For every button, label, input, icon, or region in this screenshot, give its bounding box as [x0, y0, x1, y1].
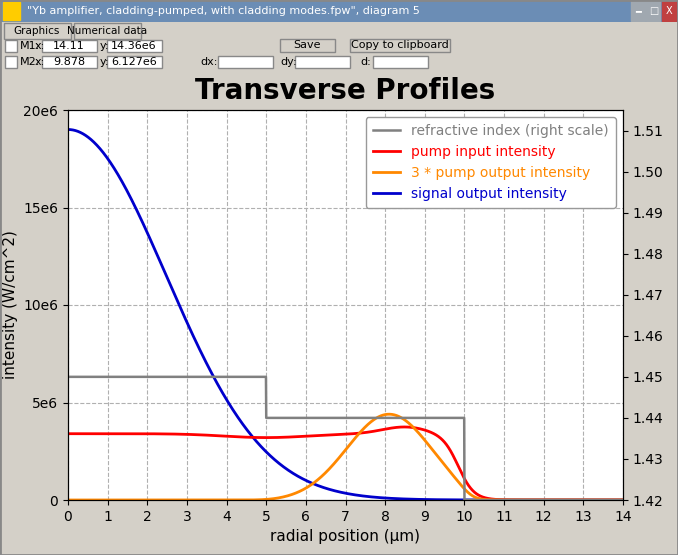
Text: Numerical data: Numerical data	[67, 26, 147, 36]
Bar	[42, 40, 97, 52]
Bar	[3, 2, 20, 20]
FancyBboxPatch shape	[74, 23, 141, 39]
Text: "Yb amplifier, cladding-pumped, with cladding modes.fpw", diagram 5: "Yb amplifier, cladding-pumped, with cla…	[27, 6, 420, 16]
Text: 14.11: 14.11	[53, 41, 85, 51]
Text: Save: Save	[294, 41, 321, 51]
Bar	[631, 1, 645, 21]
Text: x:: x:	[35, 41, 45, 51]
Bar	[295, 56, 350, 68]
Title: Transverse Profiles: Transverse Profiles	[195, 77, 496, 105]
Bar	[107, 40, 162, 52]
Text: Copy to clipboard: Copy to clipboard	[351, 41, 449, 51]
Bar	[5, 40, 17, 52]
Text: d:: d:	[360, 57, 371, 67]
FancyBboxPatch shape	[4, 23, 71, 39]
Bar	[662, 1, 676, 21]
Legend: refractive index (right scale), pump input intensity, 3 * pump output intensity,: refractive index (right scale), pump inp…	[365, 117, 616, 208]
Y-axis label: intensity (W/cm^2): intensity (W/cm^2)	[3, 230, 18, 380]
Bar	[373, 56, 428, 68]
Bar	[5, 56, 17, 68]
Bar	[218, 56, 273, 68]
Text: M1:: M1:	[20, 41, 40, 51]
Text: □: □	[649, 6, 658, 16]
Text: y:: y:	[100, 41, 110, 51]
Text: M2:: M2:	[20, 57, 41, 67]
Text: y:: y:	[100, 57, 110, 67]
Text: ━: ━	[635, 6, 641, 16]
Bar	[42, 56, 97, 68]
Text: 14.36e6: 14.36e6	[111, 41, 157, 51]
Bar	[350, 39, 450, 52]
Text: x:: x:	[35, 57, 45, 67]
Bar	[280, 39, 335, 52]
Text: Graphics: Graphics	[14, 26, 60, 36]
X-axis label: radial position (µm): radial position (µm)	[271, 529, 420, 544]
Text: 9.878: 9.878	[53, 57, 85, 67]
Bar	[107, 56, 162, 68]
Bar	[646, 1, 660, 21]
Text: dx:: dx:	[200, 57, 218, 67]
Text: 6.127e6: 6.127e6	[111, 57, 157, 67]
Text: X: X	[666, 6, 672, 16]
Text: dy:: dy:	[280, 57, 297, 67]
